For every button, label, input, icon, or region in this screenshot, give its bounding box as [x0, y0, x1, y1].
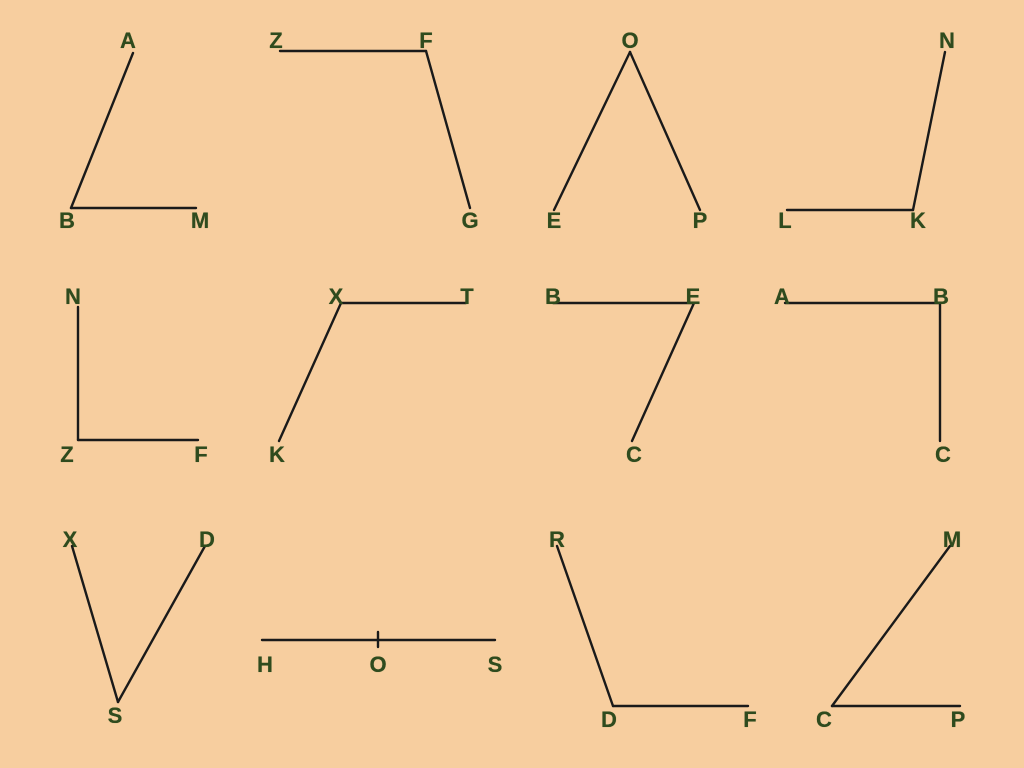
- point-label: Z: [269, 28, 282, 54]
- point-label: F: [419, 28, 432, 54]
- angle-lines-svg: [0, 0, 1024, 768]
- angle-line: [632, 303, 694, 441]
- point-label: B: [933, 284, 949, 310]
- point-label: N: [65, 284, 81, 310]
- point-label: S: [108, 703, 123, 729]
- point-label: F: [743, 707, 756, 733]
- angle-line: [630, 52, 700, 210]
- point-label: E: [547, 208, 562, 234]
- point-label: C: [626, 442, 642, 468]
- point-label: P: [693, 208, 708, 234]
- angle-line: [913, 52, 945, 210]
- point-label: K: [269, 442, 285, 468]
- point-label: P: [951, 707, 966, 733]
- point-label: N: [939, 28, 955, 54]
- point-label: D: [199, 527, 215, 553]
- point-label: B: [545, 284, 561, 310]
- point-label: L: [778, 208, 791, 234]
- point-label: A: [120, 28, 136, 54]
- point-label: K: [910, 208, 926, 234]
- angle-line: [554, 52, 630, 210]
- angle-line: [72, 546, 118, 702]
- angle-line: [279, 303, 341, 441]
- point-label: X: [329, 284, 344, 310]
- point-label: O: [369, 652, 386, 678]
- point-label: X: [63, 527, 78, 553]
- point-label: O: [621, 28, 638, 54]
- point-label: E: [686, 284, 701, 310]
- point-label: H: [257, 652, 273, 678]
- angle-line: [832, 546, 950, 706]
- point-label: T: [460, 284, 473, 310]
- point-label: F: [194, 442, 207, 468]
- angle-line: [426, 51, 470, 208]
- point-label: M: [943, 527, 961, 553]
- angle-line: [557, 546, 613, 706]
- angle-line: [71, 53, 133, 208]
- point-label: D: [601, 707, 617, 733]
- point-label: A: [774, 284, 790, 310]
- point-label: R: [549, 527, 565, 553]
- angle-line: [118, 546, 205, 702]
- point-label: C: [935, 442, 951, 468]
- point-label: S: [488, 652, 503, 678]
- point-label: B: [59, 208, 75, 234]
- point-label: Z: [60, 442, 73, 468]
- point-label: C: [816, 707, 832, 733]
- point-label: G: [461, 208, 478, 234]
- point-label: M: [191, 208, 209, 234]
